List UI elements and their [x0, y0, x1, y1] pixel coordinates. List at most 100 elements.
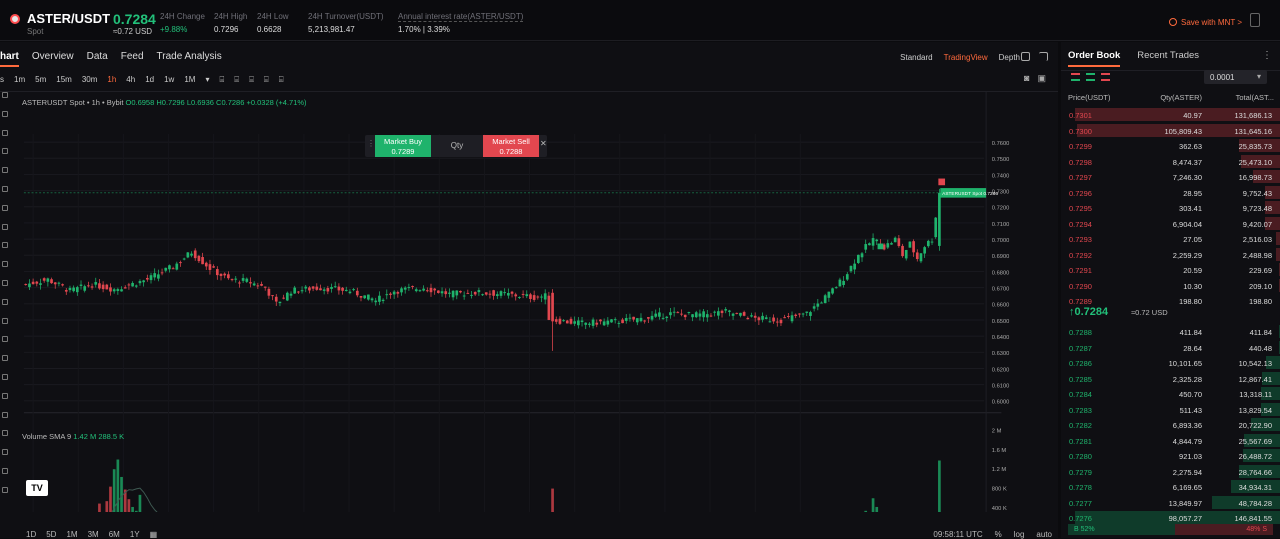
book-mode-bids-icon[interactable] — [1086, 73, 1095, 81]
chart-tab-3[interactable]: Feed — [121, 51, 144, 67]
ob-tab-0[interactable]: Order Book — [1068, 50, 1120, 67]
price-tick-label: 0.6000 — [992, 400, 1010, 406]
expand-icon[interactable]: ▣ — [1037, 73, 1046, 84]
row-total: 2,516.03 — [1243, 235, 1272, 244]
row-total: 9,420.07 — [1243, 220, 1272, 229]
row-price: 0.7290 — [1069, 282, 1092, 291]
candle-body — [805, 312, 808, 313]
candle-body — [264, 287, 267, 288]
candle-body — [242, 278, 245, 281]
row-total: 48,784.28 — [1239, 499, 1272, 508]
row-price: 0.7278 — [1069, 483, 1092, 492]
chart-tab-1[interactable]: Overview — [32, 51, 74, 67]
popout-icon[interactable] — [1021, 52, 1030, 61]
timeframe-9[interactable]: 1M — [184, 75, 195, 89]
view-standard[interactable]: Standard — [900, 53, 932, 62]
candle-body — [279, 302, 282, 303]
timeframe-3[interactable]: 15m — [56, 75, 72, 89]
fullscreen-icon[interactable] — [1039, 52, 1048, 61]
book-mode-both-icon[interactable] — [1071, 73, 1080, 81]
timeframe-5[interactable]: 1h — [107, 75, 116, 89]
device-icon[interactable] — [1250, 13, 1260, 27]
chart-tab-2[interactable]: Data — [87, 51, 108, 67]
book-mode-asks-icon[interactable] — [1101, 73, 1110, 81]
price-tick-label: 0.6700 — [992, 286, 1010, 292]
timeframe-2[interactable]: 5m — [35, 75, 46, 89]
indicators-icon[interactable]: ⌸ — [234, 75, 239, 89]
volume-bar — [875, 507, 878, 512]
precision-select[interactable]: 0.0001 — [1204, 70, 1267, 84]
close-icon[interactable]: ✕ — [540, 139, 547, 148]
market-buy-button[interactable]: Market Buy 0.7289 — [375, 135, 431, 157]
add-icon[interactable]: ⌸ — [279, 75, 284, 89]
candle-body — [175, 264, 178, 270]
market-sell-button[interactable]: Market Sell 0.7288 — [483, 135, 539, 157]
pair-type: Spot — [27, 27, 43, 36]
pair-name[interactable]: ASTER/USDT — [27, 11, 110, 26]
row-qty: 511.43 — [1180, 406, 1202, 415]
candle-body — [758, 317, 761, 320]
candle-body — [69, 288, 72, 290]
row-qty: 198.80 — [1179, 297, 1202, 306]
timeframe-6[interactable]: 4h — [126, 75, 135, 89]
candle-body — [441, 291, 444, 293]
candle-body — [301, 290, 304, 291]
replay-icon[interactable]: ⌸ — [264, 75, 269, 89]
bars-icon[interactable]: ⌸ — [219, 75, 224, 89]
view-tradingview[interactable]: TradingView — [944, 53, 988, 62]
view-depth[interactable]: Depth — [999, 53, 1020, 62]
price-tick-label: 0.6800 — [992, 270, 1010, 276]
volume-bar — [120, 477, 123, 512]
candle-body — [514, 294, 517, 296]
timeframe-10[interactable]: ▾ — [205, 75, 209, 89]
row-price: 0.7293 — [1069, 235, 1092, 244]
chart-tab-0[interactable]: hart — [0, 51, 19, 67]
more-options-icon[interactable]: ⋮ — [1262, 50, 1272, 61]
save-with-mnt-link[interactable]: Save with MNT > — [1169, 18, 1242, 27]
chart-tab-4[interactable]: Trade Analysis — [157, 51, 222, 67]
alert-icon[interactable]: ⌸ — [249, 75, 254, 89]
timeframe-1[interactable]: 1m — [14, 75, 25, 89]
timeframe-7[interactable]: 1d — [145, 75, 154, 89]
ob-tab-1[interactable]: Recent Trades — [1137, 50, 1199, 67]
candle-body — [304, 287, 307, 289]
price-tick-label: 0.6200 — [992, 367, 1010, 373]
qty-input[interactable]: Qty — [431, 135, 483, 157]
row-total: 12,867.41 — [1239, 375, 1272, 384]
camera-icon[interactable]: ◙ — [1024, 73, 1029, 84]
candle-body — [835, 287, 838, 288]
timeframe-4[interactable]: 30m — [82, 75, 98, 89]
candle-body — [179, 262, 182, 263]
timeframe-0[interactable]: s — [0, 75, 4, 89]
candle-body — [227, 274, 230, 278]
candle-body — [721, 311, 724, 313]
timeframe-8[interactable]: 1w — [164, 75, 174, 89]
candle-body — [83, 286, 86, 291]
candle-body — [533, 295, 536, 300]
